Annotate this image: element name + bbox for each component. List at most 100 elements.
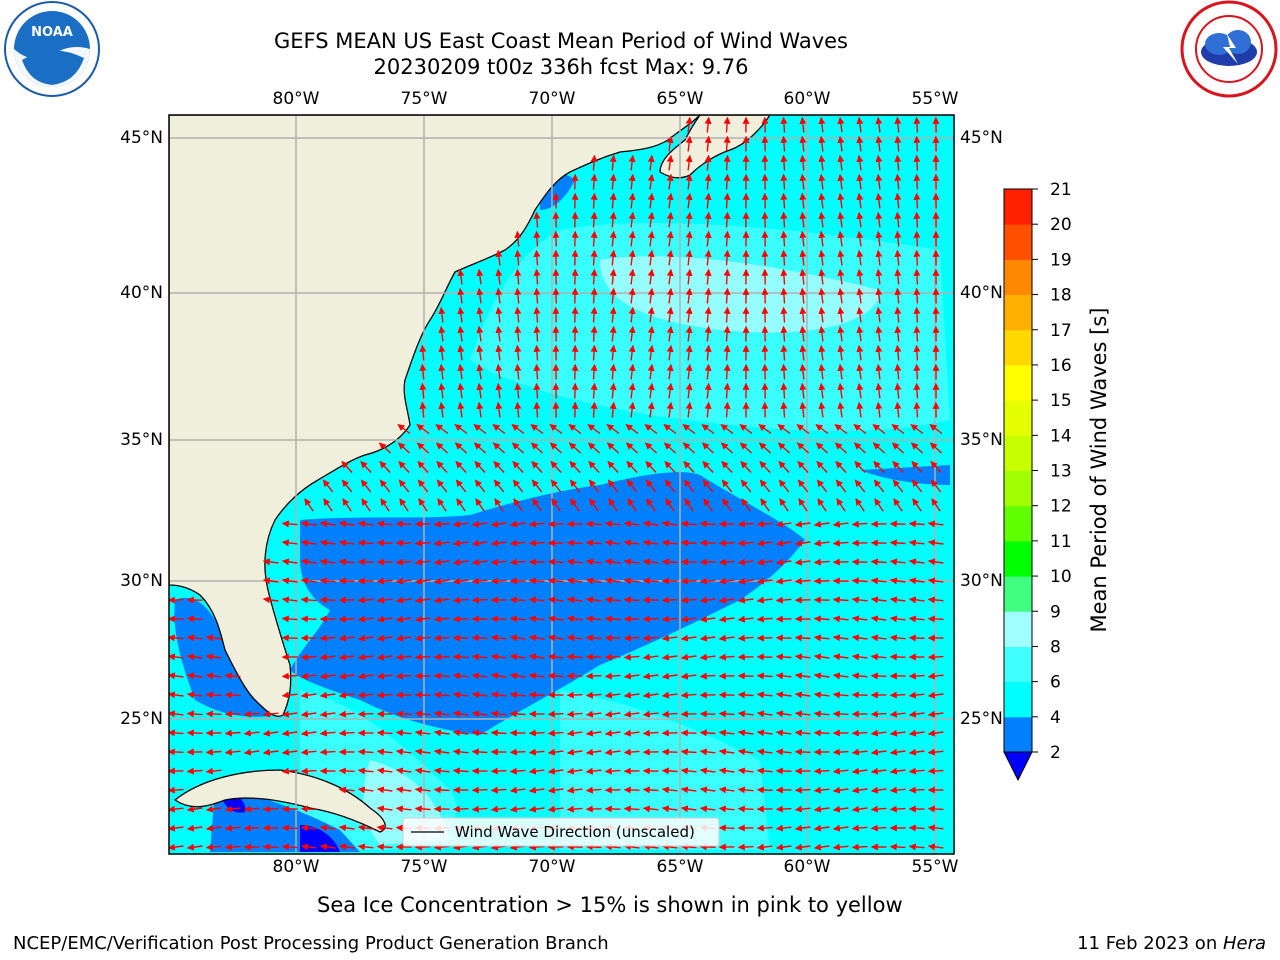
wind-wave-arrow [587, 442, 601, 454]
period-2-4-region [290, 472, 805, 735]
wind-wave-arrow [547, 520, 564, 528]
wind-wave-arrow [856, 230, 864, 247]
wind-wave-arrow [870, 786, 887, 794]
wind-wave-arrow [894, 173, 902, 190]
wind-wave-arrow [875, 154, 883, 171]
wind-wave-arrow [799, 154, 807, 171]
wind-wave-arrow [813, 520, 830, 528]
wind-wave-arrow [756, 615, 773, 623]
wind-wave-arrow [609, 211, 617, 228]
wind-wave-arrow [304, 498, 314, 512]
wind-wave-arrow [718, 596, 735, 604]
wind-wave-arrow [740, 460, 752, 473]
wind-wave-arrow [452, 615, 469, 623]
wind-wave-arrow [875, 211, 883, 228]
wind-wave-arrow [625, 442, 639, 454]
wind-wave-arrow [433, 767, 450, 775]
wind-wave-arrow [490, 672, 507, 680]
wind-wave-arrow [642, 805, 659, 813]
wind-wave-arrow [680, 767, 697, 775]
wind-wave-arrow [590, 211, 598, 228]
wind-wave-arrow [494, 498, 504, 512]
wind-wave-arrow [775, 824, 792, 832]
wind-wave-arrow [794, 710, 811, 718]
wind-wave-arrow [588, 479, 600, 493]
wind-wave-arrow [870, 805, 887, 813]
wind-wave-arrow [395, 558, 412, 566]
wind-wave-arrow [701, 442, 715, 454]
wind-wave-arrow [875, 344, 883, 361]
colorbar-tick-label: 20 [1050, 215, 1072, 235]
wind-wave-arrow [913, 116, 921, 133]
wind-wave-arrow [835, 460, 847, 473]
wind-wave-arrow [685, 154, 693, 171]
wind-wave-arrow [528, 748, 545, 756]
wind-wave-arrow [395, 767, 412, 775]
wind-wave-arrow [549, 442, 563, 454]
wind-wave-arrow [476, 287, 484, 304]
wind-wave-arrow [397, 442, 411, 454]
wind-wave-arrow [680, 520, 697, 528]
wind-wave-arrow [533, 344, 541, 361]
sea-ice-note: Sea Ice Concentration > 15% is shown in … [317, 893, 903, 917]
wind-wave-arrow [609, 325, 617, 342]
wind-wave-arrow [913, 287, 921, 304]
wind-wave-arrow [528, 577, 545, 585]
lon-label-top: 75°W [400, 89, 448, 109]
wind-wave-arrow [646, 498, 656, 512]
wind-wave-arrow [718, 748, 735, 756]
wind-wave-arrow [927, 767, 944, 775]
wind-wave-arrow [666, 211, 674, 228]
wind-wave-arrow [892, 479, 904, 493]
wind-wave-arrow [739, 423, 753, 435]
wind-wave-arrow [224, 824, 241, 832]
wind-wave-arrow [818, 287, 826, 304]
wind-wave-arrow [433, 615, 450, 623]
wind-wave-arrow [224, 748, 241, 756]
wind-wave-arrow [300, 653, 317, 661]
wind-wave-arrow [780, 249, 788, 266]
wind-wave-arrow [756, 691, 773, 699]
wind-wave-arrow [818, 401, 826, 418]
wind-wave-arrow [908, 634, 925, 642]
wind-wave-arrow [856, 135, 864, 152]
wind-wave-arrow [419, 363, 427, 380]
colorbar-tick-label: 6 [1050, 673, 1061, 693]
wind-wave-arrow [775, 805, 792, 813]
wind-wave-arrow [739, 442, 753, 454]
wind-wave-arrow [775, 653, 792, 661]
wind-wave-arrow [418, 498, 428, 512]
wind-wave-arrow [490, 615, 507, 623]
wind-wave-arrow [666, 344, 674, 361]
wind-wave-arrow [395, 634, 412, 642]
wind-wave-arrow [702, 460, 714, 473]
wind-wave-arrow [723, 382, 731, 399]
wind-wave-arrow [816, 479, 828, 493]
wind-wave-arrow [908, 729, 925, 737]
noaa-logo-text: NOAA [31, 25, 73, 40]
wind-wave-arrow [737, 786, 754, 794]
wind-wave-arrow [433, 691, 450, 699]
wind-wave-arrow [685, 344, 693, 361]
wind-wave-arrow [856, 192, 864, 209]
wind-wave-arrow [205, 805, 222, 813]
wind-wave-arrow [680, 843, 697, 851]
wind-wave-arrow [243, 729, 260, 737]
wind-wave-arrow [875, 287, 883, 304]
wind-wave-arrow [224, 691, 241, 699]
wind-wave-arrow [756, 520, 773, 528]
wind-wave-arrow [533, 287, 541, 304]
wind-wave-arrow [837, 211, 845, 228]
wind-wave-arrow [741, 498, 751, 512]
wind-wave-arrow [590, 363, 598, 380]
wind-wave-arrow [699, 634, 716, 642]
wind-wave-arrow [685, 363, 693, 380]
wind-wave-arrow [851, 615, 868, 623]
wind-wave-arrow [699, 558, 716, 566]
wind-wave-arrow [836, 498, 846, 512]
wind-wave-arrow [737, 843, 754, 851]
wind-wave-arrow [756, 710, 773, 718]
wind-wave-arrow [262, 577, 279, 585]
wind-wave-arrow [894, 287, 902, 304]
wind-wave-arrow [759, 479, 771, 493]
